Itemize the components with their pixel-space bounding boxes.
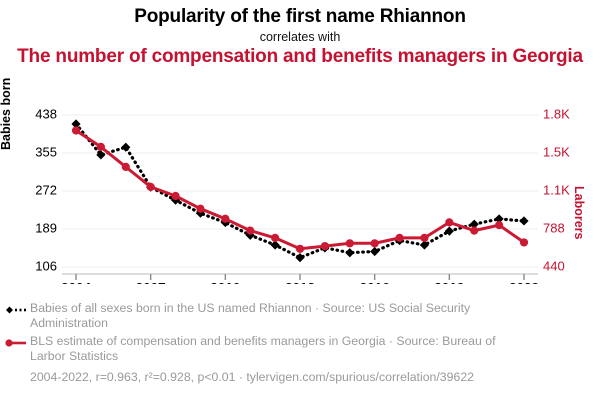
data-point-marker: [146, 182, 155, 192]
data-point-marker: [395, 233, 404, 242]
y-axis-right-tick-label: 1.8K: [543, 106, 570, 121]
data-point-marker: [370, 239, 379, 248]
data-point-marker: [420, 233, 429, 242]
legend-marker-laborers: [0, 334, 30, 348]
y-axis-right-tick-label: 440: [543, 258, 565, 273]
data-point-marker: [295, 244, 305, 253]
data-point-marker: [444, 226, 454, 236]
x-axis-tick-label: 2010: [210, 281, 240, 284]
data-point-marker: [271, 233, 280, 242]
y-axis-right-tick-label: 1.5K: [543, 144, 570, 159]
x-axis-tick-label: 2013: [285, 281, 316, 284]
data-point-marker: [96, 150, 106, 160]
data-point-marker: [469, 219, 479, 229]
x-axis-tick-label: 2022: [509, 281, 539, 284]
data-point-marker: [370, 246, 380, 257]
data-point-marker: [246, 226, 255, 235]
data-point-marker: [71, 119, 81, 129]
data-point-marker: [96, 142, 105, 151]
data-point-marker: [121, 162, 130, 171]
data-point-marker: [171, 191, 180, 201]
y-axis-left-tick-label: 189: [35, 220, 57, 235]
y-axis-right-tick-label: 788: [543, 220, 565, 235]
data-point-marker: [445, 218, 454, 227]
data-point-marker: [345, 248, 355, 258]
data-point-marker: [320, 241, 329, 251]
data-point-marker: [270, 240, 280, 250]
y-axis-left-tick-label: 355: [35, 144, 57, 159]
correlates-with-label: correlates with: [259, 30, 341, 44]
legend-row-laborers: BLS estimate of compensation and benefit…: [0, 334, 600, 364]
y-axis-right-tick-label: 1.1K: [543, 182, 570, 197]
y-axis-left-tick-label: 272: [35, 182, 57, 197]
legend-label-laborers: BLS estimate of compensation and benefit…: [30, 334, 496, 363]
data-point-marker: [295, 253, 305, 263]
legend-label-babies: Babies of all sexes born in the US named…: [30, 301, 471, 330]
data-point-marker: [519, 216, 529, 226]
chart-svg: 2004 2007 2010 2013 2016 2019 2022 438 355 272 189…: [35, 106, 570, 284]
data-point-marker: [470, 226, 479, 235]
data-point-marker: [345, 239, 354, 248]
data-point-marker: [519, 238, 529, 247]
data-point-marker: [221, 214, 230, 223]
legend-marker-babies: [0, 301, 30, 315]
data-point-marker: [121, 142, 131, 152]
data-point-marker: [419, 240, 430, 250]
data-point-marker: [196, 204, 205, 213]
series-line: [74, 129, 526, 251]
y-axis-left-tick-label: 106: [35, 258, 57, 273]
y-axis-left-tick-label: 438: [35, 106, 57, 121]
data-point-marker: [495, 221, 504, 230]
x-axis-tick-label: 2007: [136, 281, 166, 284]
page-title: Popularity of the first name Rhiannon: [134, 6, 466, 27]
x-axis-tick-label: 2016: [360, 281, 391, 284]
data-point-marker: [71, 126, 81, 135]
page-subtitle: The number of compensation and benefits …: [17, 46, 583, 67]
x-axis-tick-label: 2004: [61, 281, 92, 284]
legend-row-babies: Babies of all sexes born in the US named…: [0, 301, 600, 331]
plot-area: 2004 2007 2010 2013 2016 2019 2022 438 355 272 189…: [0, 104, 600, 284]
data-point-marker: [494, 214, 504, 224]
chart-legend: Babies of all sexes born in the US named…: [0, 301, 600, 385]
x-axis-tick-label: 2019: [434, 281, 464, 284]
legend-footer-stats: 2004-2022, r=0.963, r²=0.928, p<0.01 · t…: [30, 370, 474, 384]
